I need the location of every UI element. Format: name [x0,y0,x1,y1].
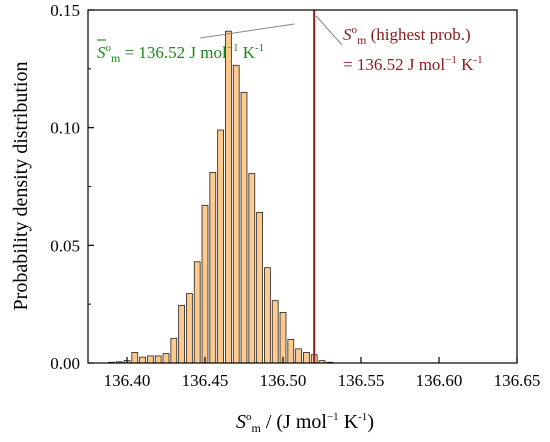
highest-annotation-o: o [352,24,358,36]
histogram-bar-13 [209,171,217,364]
histogram-bar-22 [279,311,287,364]
x-axis-title-k: K [339,411,359,433]
highest-annotation-label: (highest prob.) [366,25,470,44]
mean-annotation-value: = 136.52 J mol [120,43,227,62]
histogram-bar-12 [201,204,209,364]
x-tick-label-3: 136.55 [338,371,385,390]
mean-annotation-o: o [106,42,112,54]
mean-annotation: Som = 136.52 J mol−1 K-1 [97,42,264,65]
histogram-bar-24 [295,348,302,364]
histogram-bar-3 [131,352,139,364]
mean-annotation-symbol: S [97,43,106,62]
x-axis-title-symbol: S [236,411,246,433]
histogram-bar-17 [240,91,248,364]
y-axis-ticks: 0.00 0.05 0.10 0.15 [50,1,94,373]
highest-annotation-m: m [357,33,367,47]
histogram-bar-7 [162,353,170,364]
histogram-bar-18 [248,173,256,364]
y-tick-label-2: 0.10 [50,119,80,138]
x-axis-ticks: 136.40 136.45 136.50 136.55 136.60 136.65 [104,357,541,390]
highest-annotation-pointer [315,15,343,46]
y-tick-label-0: 0.00 [50,354,80,373]
x-axis-title-sup2: -1 [358,411,367,423]
mean-annotation-m: m [111,51,121,65]
histogram-bar-19 [256,211,263,364]
histogram-bar-20 [264,267,271,364]
bars-group [108,30,334,364]
x-tick-label-4: 136.60 [416,371,463,390]
histogram-bar-5 [147,355,154,364]
histogram-bar-4 [139,356,146,364]
mean-annotation-sup2: -1 [255,42,264,54]
x-axis-title-m: m [252,421,262,435]
x-tick-label-5: 136.65 [494,371,541,390]
highest-annotation-k: K [457,55,474,74]
histogram-bar-8 [170,337,178,364]
mean-annotation-pointer [199,23,295,39]
mean-annotation-sup1: −1 [227,42,239,54]
x-axis-title-close: ) [367,411,374,433]
histogram-bar-15 [225,30,232,364]
highest-annotation-sup1: −1 [445,54,457,66]
y-tick-label-1: 0.05 [50,236,80,255]
histogram-bar-25 [303,352,310,364]
highest-annotation-sup2: -1 [473,54,482,66]
highest-annotation-symbol: S [343,25,352,44]
histogram-bar-6 [154,355,162,364]
y-tick-label-3: 0.15 [50,1,80,20]
histogram-bar-21 [271,300,279,364]
histogram-bar-11 [193,261,201,364]
x-axis-title: Som / (J mol−1 K-1) [236,411,374,435]
x-axis-title-unit: / (J mol [261,411,328,433]
y-axis-title: Probability density distribution [10,62,32,311]
x-tick-label-2: 136.50 [260,371,307,390]
x-tick-label-1: 136.45 [182,371,229,390]
x-axis-title-o: o [246,411,252,423]
highest-annotation-value: = 136.52 J mol [343,55,445,74]
x-tick-label-0: 136.40 [104,371,151,390]
histogram-bar-16 [232,64,240,364]
x-axis-title-sup1: −1 [327,411,339,423]
histogram-bar-10 [186,293,193,364]
highest-annotation-line2: = 136.52 J mol−1 K-1 [343,54,483,74]
histogram-bar-23 [287,339,295,364]
highest-annotation-line1: Som (highest prob.) [343,24,471,47]
mean-annotation-k: K [238,43,255,62]
histogram-bar-9 [178,304,185,364]
histogram-bar-14 [217,129,224,364]
